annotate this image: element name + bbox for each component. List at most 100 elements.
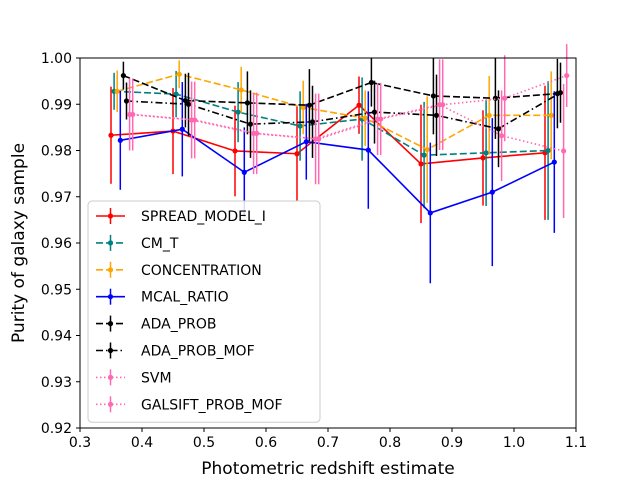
legend-entry: ADA_PROB [96,315,216,333]
data-point [427,210,433,216]
data-point [378,116,384,122]
data-point [365,147,371,153]
data-point [564,72,570,79]
legend-marker [107,240,114,246]
legend-box [87,200,321,423]
data-layer [108,44,570,284]
data-point [306,102,312,108]
data-point [238,87,244,93]
legend-label: MCAL_RATIO [141,290,229,306]
data-point [294,151,300,157]
series-ada-prob [120,57,561,142]
data-point [424,146,430,153]
data-point [440,102,446,108]
data-point [499,133,505,139]
data-point [185,101,192,107]
series-line [116,73,552,151]
series-line [129,103,564,152]
legend-label: SVM [141,370,172,386]
legend-label: CM_T [141,236,179,252]
data-point [254,130,260,136]
data-point [548,112,554,118]
legend: SPREAD_MODEL_I CM_T CONCENTRATION MCAL_RATI… [87,200,321,423]
y-tick-label: 0.96 [41,236,72,252]
x-tick-label: 1.0 [503,435,525,451]
data-point [316,136,322,142]
series-mcal-ratio [117,82,557,284]
y-tick-label: 0.98 [41,144,72,160]
legend-marker [107,347,114,354]
data-point [371,109,378,115]
legend-label: GALSIFT_PROB_MOF [141,397,283,413]
data-point [300,104,306,111]
legend-label: ADA_PROB_MOF [141,344,255,360]
data-point [120,72,126,79]
data-point [244,100,250,106]
data-point [495,126,502,132]
series-line [114,90,549,156]
data-point [561,148,567,154]
y-axis-label: Purity of galaxy sample [9,143,29,343]
series-line [110,104,546,165]
data-point [486,112,492,118]
legend-entry: SVM [96,369,172,386]
y-tick-label: 1.00 [41,51,72,67]
series-line [132,74,567,140]
data-point [232,148,238,154]
data-point [309,119,316,125]
legend-entry: CM_T [96,234,179,252]
data-point [492,95,498,101]
legend-marker [107,374,114,380]
y-tick-label: 0.94 [41,329,72,345]
data-point [545,147,551,154]
x-tick-label: 0.4 [131,435,153,451]
series-concentration [114,60,554,203]
x-tick-label: 0.7 [317,435,339,451]
data-point [433,112,440,118]
legend-marker [107,321,114,327]
data-point [241,169,247,175]
legend-label: CONCENTRATION [141,263,262,279]
series-ada-prob-mof [123,62,564,168]
data-point [297,123,303,129]
y-tick-label: 0.97 [41,190,72,206]
legend-marker [107,213,114,219]
data-point [114,88,120,94]
y-tick-label: 0.95 [41,282,72,298]
x-tick-label: 1.1 [565,435,587,451]
data-point [368,79,374,86]
legend-entry: CONCENTRATION [96,261,262,279]
x-tick-label: 0.5 [193,435,215,451]
series-line [126,91,561,130]
data-point [179,126,185,132]
data-point [362,115,368,121]
data-point [130,111,136,118]
series-galsift-prob-mof [130,44,570,185]
data-point [303,139,309,145]
data-point [235,109,241,115]
legend-marker [107,401,114,407]
data-point [430,93,436,99]
data-point [356,102,362,108]
data-point [192,117,198,123]
x-tick-label: 0.8 [379,435,401,451]
data-point [418,161,424,167]
legend-marker [107,294,114,300]
data-point [557,90,564,96]
data-point [480,155,486,161]
y-tick-label: 0.99 [41,97,72,113]
data-point [176,71,182,77]
data-point [551,159,557,165]
data-point [117,137,123,143]
legend-entry: ADA_PROB_MOF [96,342,255,360]
legend-entry: SPREAD_MODEL_I [96,208,266,225]
axis-ticks: 0.3 0.4 0.5 0.6 0.7 0.8 0.9 1.0 1.1 0.92 0.93 0.94 0… [41,51,587,451]
data-point [421,152,427,158]
x-tick-label: 0.3 [69,435,91,451]
data-point [247,121,254,127]
data-point [173,91,179,97]
x-tick-label: 0.9 [441,435,463,451]
x-axis-label: Photometric redshift estimate [201,459,454,479]
data-point [123,98,130,104]
